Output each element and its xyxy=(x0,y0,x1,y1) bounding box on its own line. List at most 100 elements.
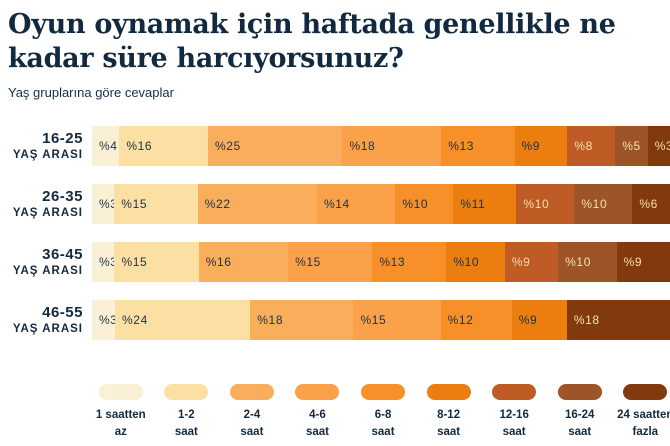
bar-segment: %14 xyxy=(316,183,396,224)
legend-swatch xyxy=(623,383,668,400)
segment-value-label: %10 xyxy=(402,196,429,211)
segment-value-label: %8 xyxy=(574,138,593,153)
legend-swatch xyxy=(98,383,143,400)
bar-segment: %16 xyxy=(198,241,289,282)
segment-value-label: %18 xyxy=(257,312,284,327)
legend-label: 16-24 saat xyxy=(565,408,595,438)
bar-segment: %18 xyxy=(250,299,354,340)
bar-segment: %16 xyxy=(119,125,208,166)
bar-row-26-35: 26-35 YAŞ ARASI %3 %15 %22 %14 %10 %11 %10 %10 %6 xyxy=(8,183,670,224)
stacked-bar: %4 %16 %25 %18 %13 %9 %8 %5 %3 xyxy=(92,125,670,166)
bar-segment: %13 xyxy=(441,125,515,166)
segment-value-label: %16 xyxy=(205,254,232,269)
row-label: 16-25 YAŞ ARASI xyxy=(8,126,92,166)
bar-row-46-55: 46-55 YAŞ ARASI %3 %24 %18 %15 %12 %9 %18 xyxy=(8,299,670,340)
segment-value-label: %13 xyxy=(448,138,475,153)
bar-segment: %22 xyxy=(197,183,317,224)
bar-segment: %9 xyxy=(514,125,568,166)
legend-item: 24 saatten fazla xyxy=(613,383,670,442)
segment-value-label: %15 xyxy=(121,196,148,211)
legend-label: 6-8 saat xyxy=(371,408,395,438)
bar-segment: %18 xyxy=(566,299,670,340)
legend-swatch xyxy=(229,383,274,400)
legend-swatch xyxy=(426,383,471,400)
segment-value-label: %3 xyxy=(99,196,118,211)
segment-value-label: %24 xyxy=(122,312,148,327)
page-subtitle: Yaş gruplarına göre cevaplar xyxy=(8,84,174,100)
bar-segment: %10 xyxy=(558,241,617,282)
segment-value-label: %3 xyxy=(99,312,118,327)
segment-value-label: %14 xyxy=(323,196,350,211)
age-range-label: 16-25 xyxy=(42,130,83,148)
segment-value-label: %9 xyxy=(518,312,538,327)
segment-value-label: %13 xyxy=(379,254,406,269)
segment-value-label: %9 xyxy=(623,254,643,269)
segment-value-label: %3 xyxy=(99,254,118,269)
legend-item: 12-16 saat xyxy=(481,383,547,442)
segment-value-label: %25 xyxy=(214,138,241,153)
bar-segment: %9 xyxy=(511,299,567,340)
age-range-label: 36-45 xyxy=(42,246,83,264)
segment-value-label: %9 xyxy=(521,138,541,153)
legend-swatch xyxy=(557,383,602,400)
legend-item: 2-4 saat xyxy=(219,383,285,442)
legend-label: 1 saatten az xyxy=(95,408,146,438)
segment-value-label: %18 xyxy=(349,138,376,153)
segment-value-label: %3 xyxy=(654,138,670,153)
legend-label: 2-4 saat xyxy=(240,408,264,438)
segment-value-label: %12 xyxy=(447,312,474,327)
bar-segment: %13 xyxy=(372,241,447,282)
bar-row-36-45: 36-45 YAŞ ARASI %3 %15 %16 %15 %13 %10 %9 %10 %9 xyxy=(8,241,670,282)
age-range-sublabel: YAŞ ARASI xyxy=(12,265,83,278)
chart-legend: 1 saatten az 1-2 saat 2-4 saat 4-6 saat 6-8 saat 8… xyxy=(88,383,670,442)
legend-item: 16-24 saat xyxy=(547,383,613,442)
legend-label: 4-6 saat xyxy=(305,408,329,438)
bar-segment: %10 xyxy=(395,183,454,224)
bar-segment: %3 xyxy=(92,183,117,224)
age-range-label: 46-55 xyxy=(42,304,83,322)
bar-segment: %15 xyxy=(353,299,441,340)
bar-segment: %10 xyxy=(516,183,575,224)
age-range-sublabel: YAŞ ARASI xyxy=(12,323,83,336)
bar-segment: %9 xyxy=(504,241,559,282)
segment-value-label: %15 xyxy=(360,312,387,327)
segment-value-label: %22 xyxy=(204,196,231,211)
bar-row-16-25: 16-25 YAŞ ARASI %4 %16 %25 %18 %13 %9 %8 %5 %3 xyxy=(8,125,670,166)
age-range-sublabel: YAŞ ARASI xyxy=(12,207,83,220)
age-range-label: 26-35 xyxy=(42,188,83,206)
bar-segment: %18 xyxy=(342,125,442,166)
stacked-bar-chart: 16-25 YAŞ ARASI %4 %16 %25 %18 %13 %9 %8 %5 %3 26-3… xyxy=(8,125,670,340)
bar-segment: %8 xyxy=(567,125,616,166)
segment-value-label: %18 xyxy=(573,312,600,327)
bar-segment: %3 xyxy=(92,241,117,282)
row-label: 26-35 YAŞ ARASI xyxy=(8,184,92,224)
bar-segment: %25 xyxy=(207,125,343,166)
bar-segment: %6 xyxy=(632,183,670,224)
row-label: 46-55 YAŞ ARASI xyxy=(8,300,92,340)
segment-value-label: %15 xyxy=(121,254,148,269)
bar-segment: %4 xyxy=(92,125,120,166)
segment-value-label: %10 xyxy=(453,254,480,269)
segment-value-label: %10 xyxy=(565,254,591,269)
age-range-sublabel: YAŞ ARASI xyxy=(12,149,83,162)
segment-value-label: %9 xyxy=(511,254,531,269)
bar-segment: %15 xyxy=(288,241,373,282)
legend-label: 12-16 saat xyxy=(499,408,529,438)
segment-value-label: %15 xyxy=(295,254,321,269)
row-label: 36-45 YAŞ ARASI xyxy=(8,242,92,282)
stacked-bar: %3 %15 %16 %15 %13 %10 %9 %10 %9 xyxy=(92,241,670,282)
bar-segment: %10 xyxy=(446,241,505,282)
bar-segment: %9 xyxy=(616,241,670,282)
legend-item: 6-8 saat xyxy=(350,383,416,442)
legend-label: 8-12 saat xyxy=(437,408,461,438)
bar-segment: %12 xyxy=(440,299,512,340)
bar-segment: %5 xyxy=(615,125,648,166)
segment-value-label: %16 xyxy=(126,138,153,153)
segment-value-label: %11 xyxy=(460,196,486,211)
legend-item: 1 saatten az xyxy=(88,383,154,442)
legend-swatch xyxy=(164,383,209,400)
legend-swatch xyxy=(295,383,340,400)
segment-value-label: %4 xyxy=(99,138,118,153)
bar-segment: %10 xyxy=(574,183,633,224)
